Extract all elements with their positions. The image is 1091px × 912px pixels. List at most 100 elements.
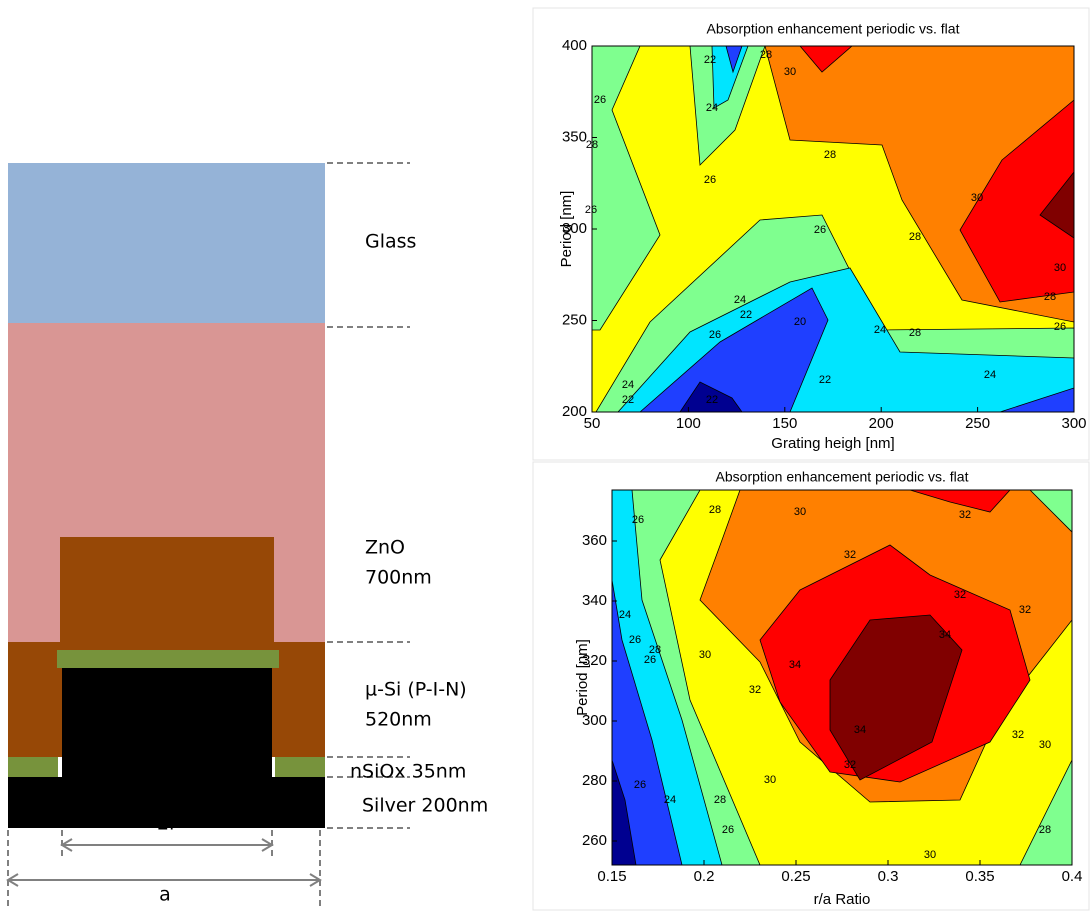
y-tick-label: 280	[582, 772, 607, 789]
contour-label: 26	[594, 94, 606, 106]
chart-title: Absorption enhancement periodic vs. flat	[716, 469, 969, 485]
x-tick-label: 250	[965, 415, 990, 432]
nsiox-top	[57, 650, 279, 668]
y-tick-label: 250	[562, 311, 587, 328]
x-tick-label: 0.4	[1062, 868, 1083, 885]
x-tick-label: 0.35	[965, 868, 994, 885]
contour-band	[999, 387, 1074, 412]
contour-label: 24	[664, 794, 676, 806]
contour-label: 24	[734, 294, 746, 306]
contour-label: 26	[634, 779, 646, 791]
contour-band	[1019, 759, 1072, 865]
x-tick-label: 200	[869, 415, 894, 432]
contour-label: 26	[704, 174, 716, 186]
contour-label: 22	[704, 54, 716, 66]
y-axis-label: Period [nm]	[558, 191, 575, 268]
contour-label: 34	[939, 629, 951, 641]
contour-band	[909, 490, 1011, 513]
contour-band	[799, 46, 853, 73]
y-tick-label: 320	[582, 652, 607, 669]
contour-label: 32	[844, 759, 856, 771]
contour-label: 28	[709, 504, 721, 516]
contour-label: 26	[814, 224, 826, 236]
contour-label: 32	[959, 509, 971, 521]
contour-label: 24	[874, 324, 886, 336]
glass-layer	[8, 163, 325, 323]
nsiox-right	[275, 757, 325, 777]
y-tick-label: 400	[562, 37, 587, 54]
layer-label: 520nm	[365, 709, 432, 731]
contour-plot	[612, 490, 1072, 865]
contour-label: 26	[709, 329, 721, 341]
dimension-a	[6, 873, 322, 887]
contour-label: 34	[854, 724, 866, 736]
contour-label: 30	[1039, 739, 1051, 751]
contour-label: 28	[714, 794, 726, 806]
x-tick-label: 0.25	[781, 868, 810, 885]
contour-label: 28	[649, 644, 661, 656]
x-axis-label: Grating heigh [nm]	[771, 435, 894, 452]
contour-label: 30	[764, 774, 776, 786]
contour-label: 26	[632, 514, 644, 526]
y-tick-label: 260	[582, 832, 607, 849]
contour-plot	[592, 46, 1074, 412]
contour-label: 28	[1039, 824, 1051, 836]
dimension-2r	[60, 838, 274, 852]
layer-label: Glass	[365, 231, 416, 253]
x-tick-label: 100	[676, 415, 701, 432]
contour-band	[829, 614, 963, 781]
layer-label: Silver 200nm	[362, 795, 488, 817]
y-axis-label: Period [nm]	[574, 639, 591, 716]
y-tick-label: 300	[582, 712, 607, 729]
contour-label: 24	[619, 609, 631, 621]
y-tick-label: 350	[562, 128, 587, 145]
y-tick-label: 200	[562, 403, 587, 420]
nsiox-left	[8, 757, 58, 777]
y-tick-label: 340	[582, 592, 607, 609]
contour-label: 32	[844, 549, 856, 561]
contour-label: 24	[622, 379, 634, 391]
layer-label: nSiOx 35nm	[350, 761, 466, 783]
contour-label: 24	[706, 102, 718, 114]
contour-band	[1029, 490, 1072, 533]
x-tick-label: 0.2	[694, 868, 715, 885]
si-bump	[60, 537, 274, 642]
contour-label: 34	[789, 659, 801, 671]
contour-label: 22	[740, 309, 752, 321]
contour-label: 20	[794, 316, 806, 328]
contour-label: 30	[784, 66, 796, 78]
x-tick-label: 0.15	[597, 868, 626, 885]
x-tick-label: 0.3	[878, 868, 899, 885]
y-tick-label: 300	[562, 220, 587, 237]
contour-label: 30	[794, 506, 806, 518]
contour-band	[612, 579, 683, 865]
x-tick-label: 300	[1061, 415, 1086, 432]
contour-band	[959, 99, 1074, 303]
contour-label: 26	[644, 654, 656, 666]
contour-band	[689, 46, 766, 166]
contour-band	[711, 46, 749, 109]
contour-band	[679, 381, 743, 412]
contour-label: 32	[749, 684, 761, 696]
contour-label: 28	[909, 231, 921, 243]
contour-label: 22	[706, 394, 718, 406]
contour-label: 28	[909, 327, 921, 339]
contour-label: 28	[1044, 291, 1056, 303]
chart-title: Absorption enhancement periodic vs. flat	[707, 21, 960, 37]
layer-label: µ-Si (P-I-N)	[365, 679, 467, 701]
layer-diagram: Glass ZnO 700nm µ-Si (P-I-N) 520nm nSiOx…	[6, 162, 488, 910]
contour-label: 30	[971, 192, 983, 204]
contour-label: 22	[622, 394, 634, 406]
contour-label: 22	[819, 374, 831, 386]
contour-label: 26	[1054, 321, 1066, 333]
contour-band	[592, 46, 661, 331]
contour-label: 26	[722, 824, 734, 836]
dimension-label: a	[159, 884, 171, 906]
layer-label: 700nm	[365, 567, 432, 589]
contour-band	[1039, 171, 1074, 239]
contour-label: 32	[1012, 729, 1024, 741]
contour-label: 28	[824, 149, 836, 161]
contour-band	[639, 287, 829, 412]
dimension-label: 2r	[157, 813, 177, 835]
